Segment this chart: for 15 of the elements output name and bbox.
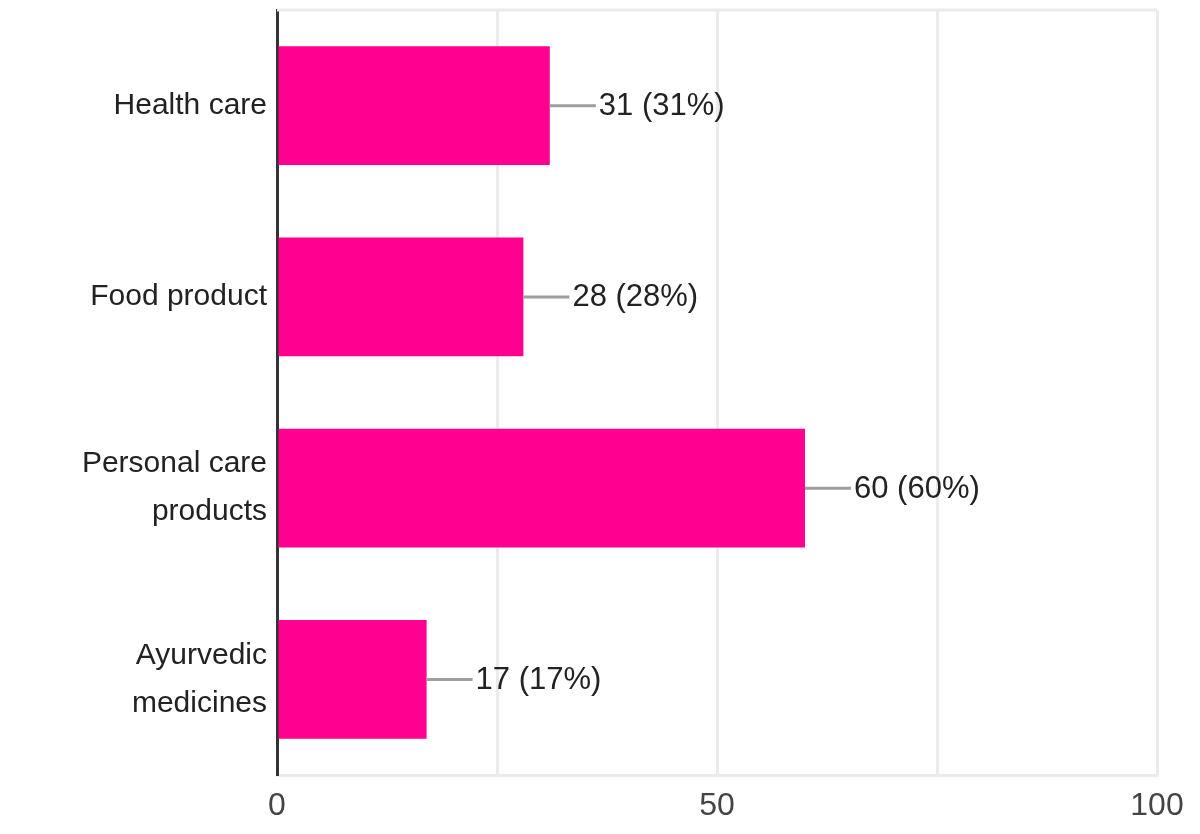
data-label: 17 (17%) <box>475 660 602 696</box>
data-label: 31 (31%) <box>598 87 725 123</box>
y-tick-label: Ayurvedic medicines <box>131 636 267 718</box>
bar <box>278 620 427 739</box>
y-tick-label: Personal care products <box>81 445 267 527</box>
x-tick-label: 50 <box>699 786 735 823</box>
bar <box>278 428 805 548</box>
x-tick-label: 0 <box>268 786 286 823</box>
data-label: 28 (28%) <box>572 278 699 314</box>
data-label: 60 (60%) <box>854 469 980 505</box>
bar <box>278 46 550 165</box>
y-tick-label: Food product <box>90 278 268 312</box>
x-tick-label: 100 <box>1130 786 1184 823</box>
bar <box>278 237 524 357</box>
y-tick-label: Health care <box>113 86 267 120</box>
